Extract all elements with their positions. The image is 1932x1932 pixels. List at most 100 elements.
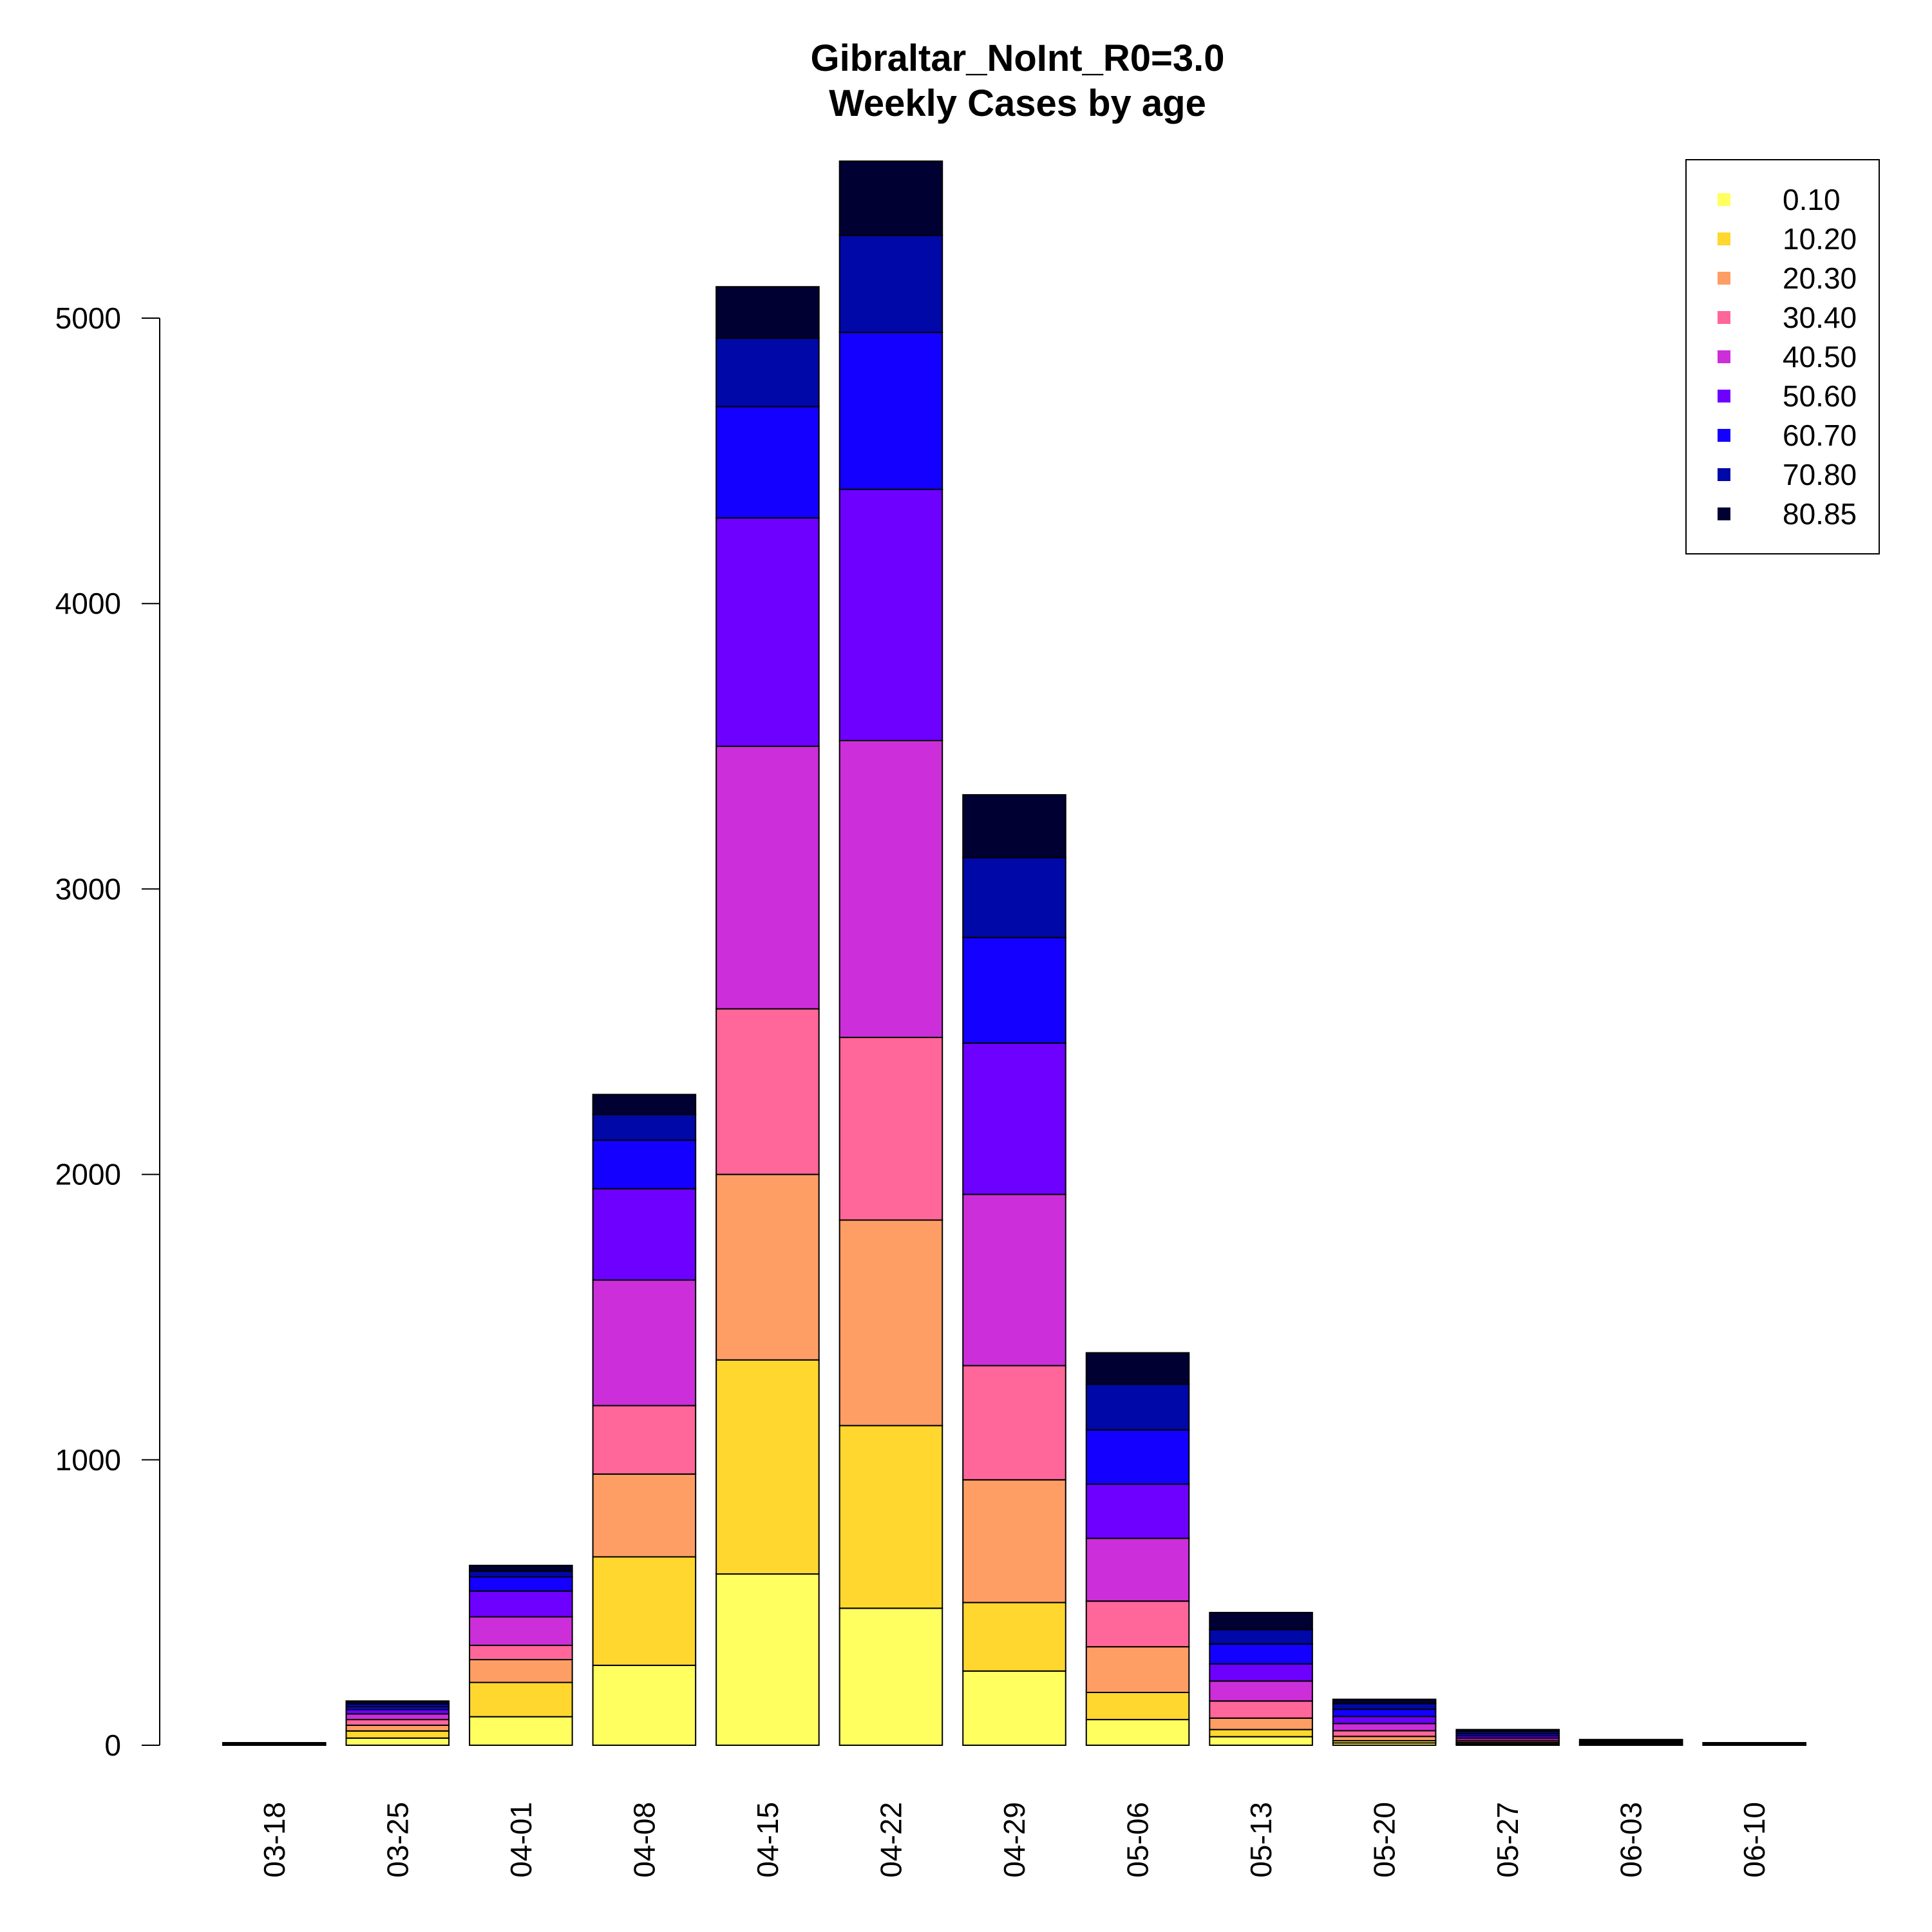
x-tick-label: 05-13	[1244, 1802, 1278, 1878]
bar-segment-10.20	[962, 1602, 1066, 1672]
bar-segment-30.40	[1209, 1700, 1313, 1719]
bar-segment-50.60	[838, 488, 943, 741]
bar-segment-60.70	[469, 1576, 573, 1592]
x-tick-label: 04-01	[504, 1802, 538, 1878]
legend-label: 0.10	[1783, 183, 1841, 216]
x-tick-label: 05-27	[1491, 1802, 1524, 1878]
bar-segment-50.60	[715, 517, 820, 747]
bar-segment-50.60	[1209, 1663, 1313, 1682]
bar-05-13	[1209, 1611, 1313, 1747]
legend-swatch	[1718, 350, 1730, 363]
legend-item: 30.40	[1718, 301, 1857, 334]
chart-subtitle: Weekly Cases by age	[829, 82, 1206, 124]
legend-swatch	[1718, 429, 1730, 442]
bar-segment-20.30	[838, 1219, 943, 1426]
bar-03-18	[222, 1742, 327, 1747]
legend-item: 70.80	[1718, 458, 1857, 491]
bar-segment-80.85	[715, 286, 820, 339]
x-tick-label: 04-22	[874, 1802, 907, 1878]
bar-segment-40.50	[838, 739, 943, 1038]
bars	[222, 160, 1807, 1747]
legend-item: 0.10	[1718, 183, 1841, 216]
x-tick-label: 05-20	[1368, 1802, 1401, 1878]
bar-05-20	[1332, 1698, 1437, 1746]
bar-segment-30.40	[1332, 1730, 1437, 1738]
x-tick-label: 06-03	[1615, 1802, 1648, 1878]
bar-segment-40.50	[962, 1193, 1066, 1367]
legend-item: 80.85	[1718, 497, 1857, 531]
x-tick-label: 04-08	[627, 1802, 661, 1878]
legend-label: 20.30	[1783, 261, 1857, 295]
y-tick-label: 4000	[55, 587, 121, 620]
bar-segment-0.10	[592, 1664, 697, 1747]
legend-swatch	[1718, 272, 1730, 285]
legend-label: 10.20	[1783, 222, 1857, 256]
bar-segment-70.80	[1332, 1703, 1437, 1710]
bar-segment-20.30	[345, 1724, 450, 1732]
bar-segment-70.80	[838, 234, 943, 334]
bar-segment-30.40	[592, 1405, 697, 1475]
legend-swatch	[1718, 232, 1730, 245]
legend-swatch	[1718, 468, 1730, 481]
bar-segment-10.20	[715, 1359, 820, 1575]
y-tick-label: 2000	[55, 1158, 121, 1191]
bar-segment-30.40	[715, 1008, 820, 1175]
bar-segment-40.50	[715, 745, 820, 1010]
bar-segment-80.85	[1578, 1739, 1683, 1741]
y-tick-label: 3000	[55, 872, 121, 905]
bar-segment-60.70	[715, 406, 820, 519]
legend-label: 40.50	[1783, 340, 1857, 374]
bar-segment-80.85	[1455, 1728, 1560, 1732]
legend-item: 60.70	[1718, 419, 1857, 452]
bar-segment-50.60	[469, 1590, 573, 1618]
y-axis: 0 1000 2000 3000 4000 5000	[55, 301, 160, 1762]
bar-segment-70.80	[962, 857, 1066, 938]
bar-segment-0.10	[1209, 1736, 1313, 1747]
bar-segment-40.50	[592, 1279, 697, 1406]
bar-04-15	[715, 286, 820, 1747]
bar-segment-70.80	[1085, 1383, 1190, 1431]
legend-swatch	[1718, 390, 1730, 402]
bar-05-06	[1085, 1352, 1190, 1747]
bar-segment-60.70	[1085, 1429, 1190, 1485]
bar-segment-0.10	[715, 1573, 820, 1747]
bar-segment-60.70	[1332, 1709, 1437, 1718]
bar-segment-80.85	[1085, 1352, 1190, 1385]
bar-segment-0.10	[345, 1737, 450, 1746]
legend-swatch	[1718, 311, 1730, 324]
legend-label: 50.60	[1783, 379, 1857, 413]
bar-segment-10.20	[1209, 1728, 1313, 1738]
bar-segment-20.30	[962, 1479, 1066, 1604]
bar-segment-40.50	[1085, 1537, 1190, 1602]
legend-item: 20.30	[1718, 261, 1857, 295]
bar-segment-40.50	[469, 1616, 573, 1646]
bar-segment-70.80	[592, 1113, 697, 1141]
bar-segment-40.50	[1209, 1680, 1313, 1702]
bar-segment-20.30	[715, 1173, 820, 1361]
bar-segment-30.40	[962, 1365, 1066, 1481]
bar-06-03	[1578, 1739, 1683, 1747]
x-tick-label: 03-18	[258, 1802, 291, 1878]
bar-segment-10.20	[838, 1425, 943, 1609]
y-tick-label: 5000	[55, 301, 121, 335]
legend-label: 80.85	[1783, 497, 1857, 531]
legend-item: 10.20	[1718, 222, 1857, 256]
bar-segment-80.85	[1332, 1698, 1437, 1705]
bar-segment-20.30	[469, 1659, 573, 1683]
x-tick-label: 04-29	[998, 1802, 1031, 1878]
legend-label: 60.70	[1783, 419, 1857, 452]
bar-segment-20.30	[592, 1473, 697, 1558]
bar-segment-0.10	[1085, 1719, 1190, 1747]
chart-title: Gibraltar_NoInt_R0=3.0	[810, 37, 1224, 79]
x-tick-label: 04-15	[751, 1802, 784, 1878]
bar-segment-70.80	[469, 1570, 573, 1578]
bar-segment-80.85	[345, 1700, 450, 1705]
bar-segment-50.60	[962, 1042, 1066, 1195]
legend-label: 30.40	[1783, 301, 1857, 334]
legend-swatch	[1718, 193, 1730, 206]
bar-04-22	[838, 160, 943, 1746]
bar-segment-30.40	[469, 1644, 573, 1661]
bar-segment-20.30	[1085, 1646, 1190, 1694]
